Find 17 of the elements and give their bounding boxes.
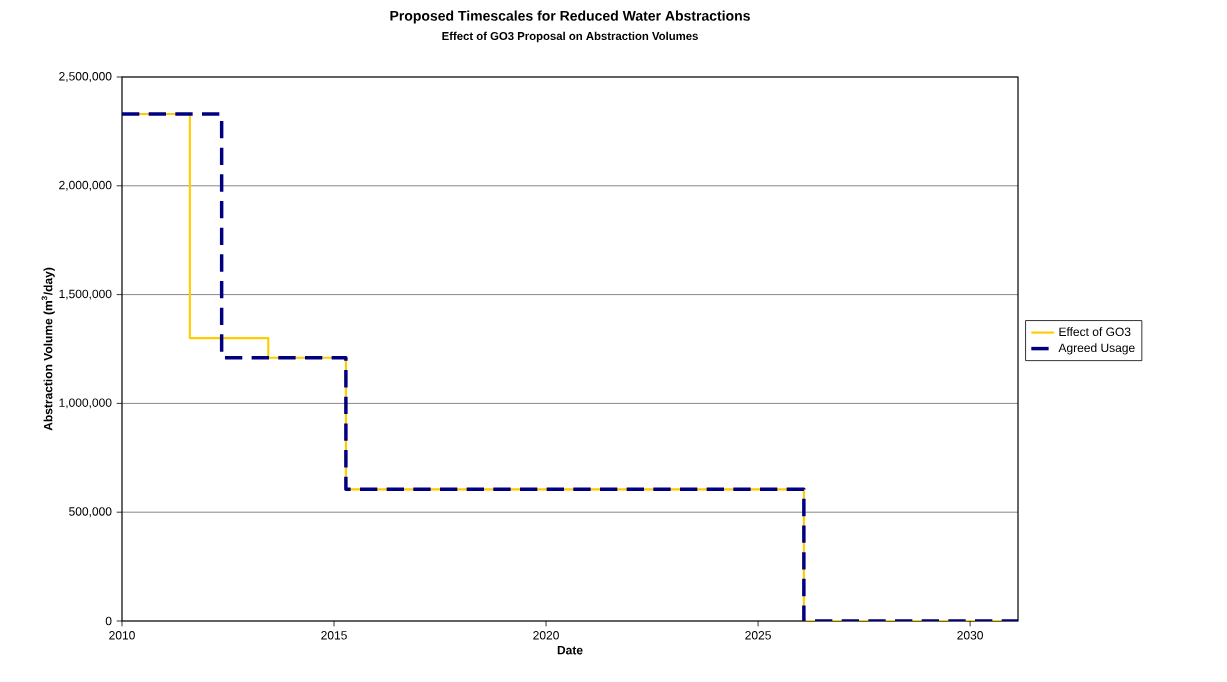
chart-title: Proposed Timescales for Reduced Water Abstractions xyxy=(390,10,750,24)
y-tick-label: 1,000,000 xyxy=(59,398,112,409)
y-tick-label: 500,000 xyxy=(69,507,112,518)
x-axis-title: Date xyxy=(557,646,583,655)
y-tick-label: 2,500,000 xyxy=(59,72,112,82)
x-tick-label: 2030 xyxy=(957,631,983,640)
legend-label: Effect of GO3 xyxy=(1059,327,1131,337)
y-axis-title: Abstraction Volume (m$^{3}$/day) xyxy=(41,267,55,431)
x-tick-label: 2015 xyxy=(321,631,347,640)
chart-subtitle: Effect of GO3 Proposal on Abstraction Volumes xyxy=(442,31,698,43)
x-tick-label: 2010 xyxy=(109,631,135,640)
x-tick-label: 2025 xyxy=(745,631,771,640)
x-tick-label: 2020 xyxy=(533,631,559,640)
y-tick-label: 1,500,000 xyxy=(59,289,112,300)
y-tick-label: 0 xyxy=(105,616,112,626)
y-tick-label: 2,000,000 xyxy=(59,180,112,191)
legend-label: Agreed Usage xyxy=(1058,343,1135,355)
